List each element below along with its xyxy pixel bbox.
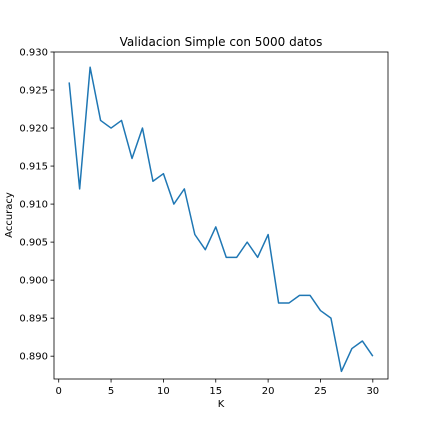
- y-tick-label: 0.910: [19, 200, 48, 211]
- x-tick-label: 0: [56, 386, 62, 397]
- x-tick-label: 25: [314, 386, 327, 397]
- y-tick-label: 0.890: [19, 352, 48, 363]
- series-line: [68, 66, 374, 373]
- y-tick-label: 0.930: [19, 48, 48, 59]
- y-tick-label: 0.920: [19, 124, 48, 135]
- y-tick-label: 0.900: [19, 276, 48, 287]
- x-tick-label: 5: [108, 386, 114, 397]
- x-tick-label: 30: [366, 386, 379, 397]
- y-tick-label: 0.895: [19, 314, 48, 325]
- y-tick-label: 0.915: [19, 162, 48, 173]
- x-tick-label: 20: [262, 386, 275, 397]
- x-axis: 0 5 10 15 20 25 30: [56, 379, 379, 397]
- x-tick-label: 10: [157, 386, 170, 397]
- x-tick-label: 15: [209, 386, 222, 397]
- y-tick-label: 0.925: [19, 86, 48, 97]
- x-axis-title: K: [218, 399, 225, 410]
- plot-frame: [53, 51, 389, 380]
- chart-title: Validacion Simple con 5000 datos: [120, 35, 323, 49]
- y-tick-label: 0.905: [19, 238, 48, 249]
- y-axis: 0.890 0.895 0.900 0.905 0.910 0.915 0.920 0.925…: [19, 48, 54, 363]
- series-layer: [68, 66, 374, 373]
- y-axis-title: Accuracy: [4, 192, 15, 238]
